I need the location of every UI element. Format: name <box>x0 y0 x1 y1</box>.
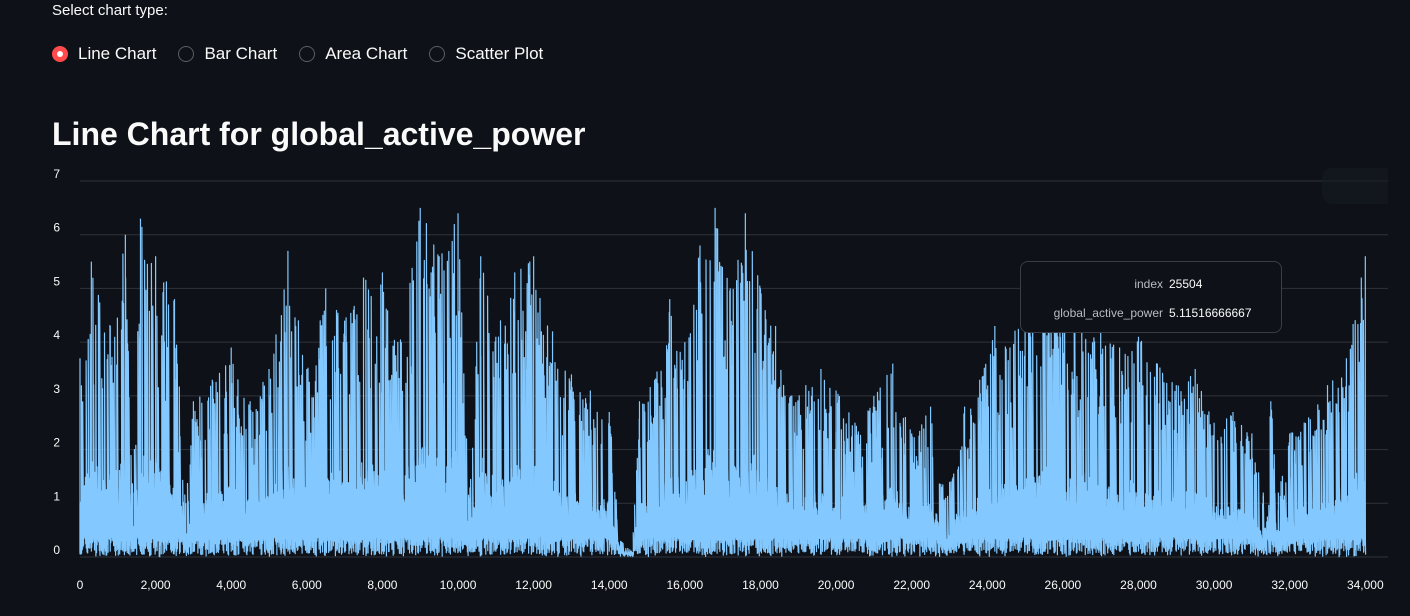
chart-tooltip: index 25504 global_active_power 5.115166… <box>1020 261 1282 333</box>
chart-title: Line Chart for global_active_power <box>52 116 586 152</box>
radio-label: Scatter Plot <box>455 44 544 63</box>
x-axis: 0 2,000 4,000 6,000 8,000 10,000 12,000 14,000 1… <box>77 578 1384 592</box>
x-tick-label: 26,000 <box>1045 578 1082 592</box>
x-tick-label: 12,000 <box>515 578 552 592</box>
x-tick-label: 22,000 <box>893 578 930 592</box>
tooltip-index-value: 25504 <box>1169 277 1203 291</box>
x-tick-label: 18,000 <box>742 578 779 592</box>
radio-scatter-plot[interactable]: Scatter Plot <box>429 44 543 64</box>
y-tick-label: 4 <box>53 328 60 342</box>
radio-line-chart[interactable]: Line Chart <box>52 44 156 64</box>
x-tick-label: 28,000 <box>1120 578 1157 592</box>
y-tick-label: 2 <box>53 436 60 450</box>
radio-icon[interactable] <box>299 46 316 62</box>
x-tick-label: 2,000 <box>141 578 171 592</box>
radio-icon[interactable] <box>429 46 446 62</box>
radio-label: Area Chart <box>325 44 408 63</box>
x-tick-label: 32,000 <box>1271 578 1308 592</box>
tooltip-row-index: index 25504 <box>1021 277 1281 291</box>
y-tick-label: 1 <box>53 489 60 503</box>
radio-bar-chart[interactable]: Bar Chart <box>178 44 277 64</box>
radio-icon[interactable] <box>52 46 68 62</box>
x-tick-label: 24,000 <box>969 578 1006 592</box>
tooltip-index-label: index <box>1134 277 1163 291</box>
x-tick-label: 14,000 <box>591 578 628 592</box>
x-tick-label: 6,000 <box>292 578 322 592</box>
radio-icon[interactable] <box>178 46 195 62</box>
radio-label: Bar Chart <box>204 44 278 63</box>
chart-type-radio-group: Line Chart Bar Chart Area Chart Scatter … <box>52 44 565 64</box>
tooltip-row-value: global_active_power 5.11516666667 <box>1021 306 1281 320</box>
y-axis: 0 1 2 3 4 5 6 7 <box>53 167 60 557</box>
x-tick-label: 0 <box>77 578 84 592</box>
y-tick-label: 5 <box>53 274 60 288</box>
x-tick-label: 4,000 <box>216 578 246 592</box>
x-tick-label: 34,000 <box>1347 578 1384 592</box>
x-tick-label: 20,000 <box>818 578 855 592</box>
tooltip-value-value: 5.11516666667 <box>1169 306 1252 320</box>
x-tick-label: 8,000 <box>367 578 397 592</box>
y-tick-label: 7 <box>53 167 60 181</box>
radio-label: Line Chart <box>78 44 157 63</box>
y-tick-label: 0 <box>53 543 60 557</box>
y-tick-label: 6 <box>53 221 60 235</box>
x-tick-label: 10,000 <box>440 578 477 592</box>
x-tick-label: 30,000 <box>1196 578 1233 592</box>
chart-series <box>79 207 1367 558</box>
chart-toolbar-hint <box>1322 168 1388 204</box>
chart-type-label: Select chart type: <box>52 2 168 19</box>
x-tick-label: 16,000 <box>667 578 704 592</box>
y-tick-label: 3 <box>53 382 60 396</box>
radio-area-chart[interactable]: Area Chart <box>299 44 407 64</box>
series-line[interactable] <box>79 220 1367 558</box>
tooltip-value-label: global_active_power <box>1053 306 1163 320</box>
